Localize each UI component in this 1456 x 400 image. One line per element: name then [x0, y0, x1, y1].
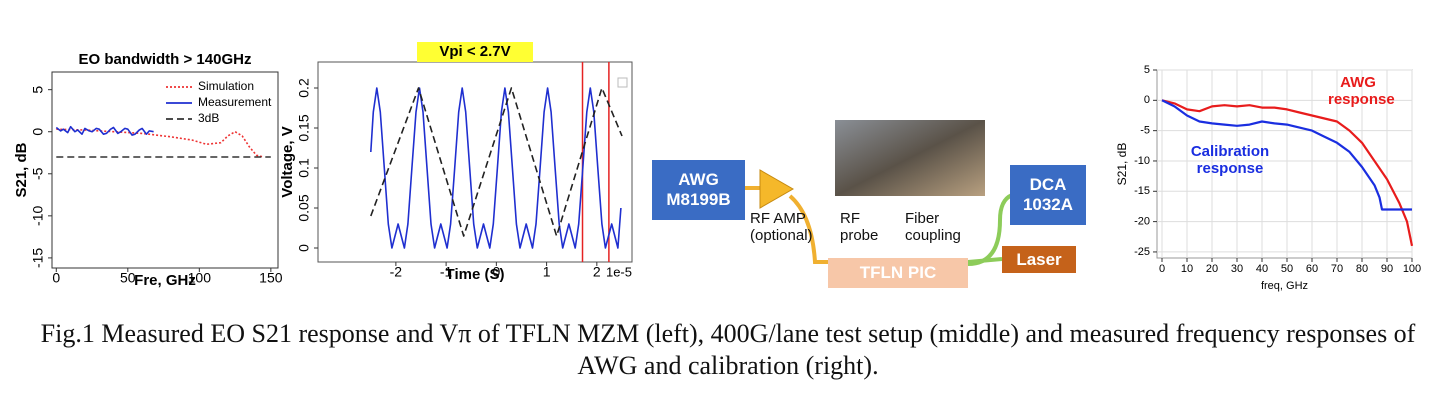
x-tick-label: -2 — [390, 264, 403, 280]
legend-label: 3dB — [198, 111, 219, 125]
caption: Fig.1 Measured EO S21 response and Vπ of… — [40, 319, 1416, 380]
x-tick-label: 100 — [188, 270, 212, 286]
amplifier — [759, 169, 795, 209]
x-tick-label: 70 — [1331, 263, 1343, 275]
y-tick-label: 5 — [30, 86, 46, 94]
setup-photo — [835, 120, 985, 196]
y-tick-label: -15 — [30, 248, 46, 268]
x-tick-label: 2 — [593, 264, 601, 280]
y-tick-label: 0 — [296, 244, 312, 252]
x-tick-label: 0 — [52, 270, 60, 286]
legend-label: Simulation — [198, 79, 254, 93]
amp-label: RF AMP (optional) — [750, 210, 813, 244]
x-tick-label: -1 — [440, 264, 453, 280]
setup-diagram — [745, 120, 1013, 266]
series-line — [370, 87, 622, 249]
y-tick-label: -10 — [1134, 155, 1150, 167]
chart: 0 0.05 0.1 0.15 0.2 -2 -1 0 1 2 Vpi < 2.7V Time (S)… — [279, 42, 633, 283]
x-tick-label: 20 — [1206, 263, 1218, 275]
x-tick-label: 50 — [1281, 263, 1293, 275]
x-tick-label: 90 — [1381, 263, 1393, 275]
awg-annotation: AWG response — [1328, 74, 1395, 108]
x-tick-label: 0 — [492, 264, 500, 280]
plot-frame — [51, 71, 279, 269]
awg-box: AWG M8199B — [652, 160, 745, 220]
y-tick-label: 0.05 — [296, 194, 312, 221]
y-axis-label: S21, dB — [13, 142, 30, 197]
y-tick-label: -20 — [1134, 216, 1150, 228]
legend-label: Measurement — [198, 95, 272, 109]
x-axis-label: freq, GHz — [1261, 280, 1308, 292]
x-axis-label: Time (S) — [446, 266, 505, 283]
y-tick-label: -10 — [30, 206, 46, 226]
plot-frame — [1156, 69, 1413, 259]
chart-title: EO bandwidth > 140GHz — [79, 51, 252, 68]
x-tick-label: 150 — [259, 270, 283, 286]
y-tick-label: 0 — [1144, 94, 1150, 106]
calibration-annotation: Calibration response — [1190, 143, 1270, 177]
chart-title: Vpi < 2.7V — [439, 43, 510, 60]
x-tick-label: 10 — [1181, 263, 1193, 275]
rf-connection — [788, 194, 830, 264]
series-line — [370, 87, 623, 237]
x-tick-label: 80 — [1356, 263, 1368, 275]
y-tick-label: -5 — [30, 167, 46, 180]
series-line — [1161, 99, 1414, 247]
x-axis-label: Fre, GHz — [134, 272, 196, 289]
title-highlight — [417, 42, 533, 62]
y-tick-label: 0.1 — [296, 158, 312, 178]
y-tick-label: 0.2 — [296, 78, 312, 98]
series-line — [1161, 99, 1412, 211]
fiber-laser — [967, 257, 1003, 264]
x-tick-label: 100 — [1403, 263, 1421, 275]
y-tick-label: 0.15 — [296, 114, 312, 141]
x-tick-label: 60 — [1306, 263, 1318, 275]
laser-box: Laser — [1002, 246, 1076, 273]
probe-label: RF probe — [840, 210, 879, 244]
y-tick-label: 5 — [1144, 64, 1150, 76]
legend-box — [617, 77, 628, 88]
series-line — [55, 125, 154, 136]
y-tick-label: -5 — [1140, 125, 1150, 137]
y-axis-label: S21, dB — [1115, 143, 1129, 186]
x-offset-label: 1e-5 — [606, 264, 632, 279]
chart: 50-5-10-15-20-250 10 20 30 40 50 60 70 80 90 100fr… — [1115, 64, 1421, 292]
fiber-label: Fiber coupling — [905, 210, 961, 244]
y-axis-label: Voltage, V — [279, 126, 296, 197]
x-tick-label: 40 — [1256, 263, 1268, 275]
y-tick-label: -15 — [1134, 185, 1150, 197]
dca-box: DCA 1032A — [1010, 165, 1086, 225]
x-tick-label: 50 — [120, 270, 136, 286]
pic-box: TFLN PIC — [828, 258, 968, 288]
x-tick-label: 1 — [543, 264, 551, 280]
y-tick-label: -25 — [1134, 246, 1150, 258]
y-tick-label: 0 — [30, 128, 46, 136]
x-tick-label: 0 — [1159, 263, 1165, 275]
x-tick-label: 30 — [1231, 263, 1243, 275]
